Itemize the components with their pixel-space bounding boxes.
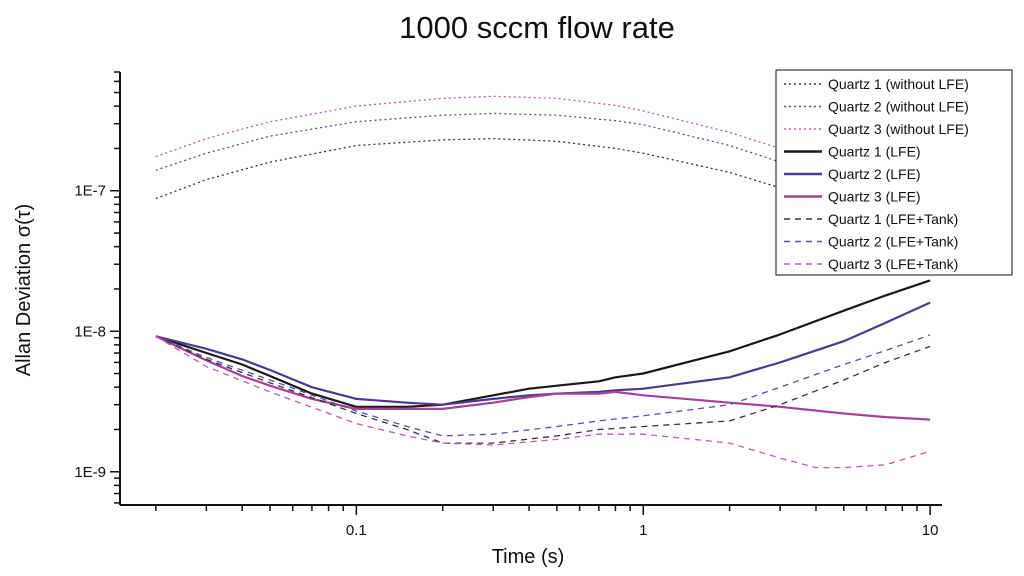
series-line-6: [155, 335, 931, 421]
legend-label-3: Quartz 3 (without LFE): [828, 121, 969, 137]
x-axis-title: Time (s): [492, 546, 565, 568]
legend-label-4: Quartz 1 (LFE): [828, 144, 921, 160]
series-line-4: [155, 279, 931, 408]
chart-title: 1000 sccm flow rate: [399, 10, 675, 45]
x-tick-label: 1: [639, 522, 647, 539]
y-tick-label: 1E-7: [74, 183, 106, 200]
legend-label-2: Quartz 2 (without LFE): [828, 99, 969, 115]
legend-label-7: Quartz 1 (LFE+Tank): [828, 211, 958, 227]
series-line-9: [155, 335, 931, 469]
legend-label-1: Quartz 1 (without LFE): [828, 76, 969, 92]
legend-label-5: Quartz 2 (LFE): [828, 166, 921, 182]
series-line-5: [155, 301, 931, 406]
legend-label-6: Quartz 3 (LFE): [828, 189, 921, 205]
series-line-8: [155, 334, 931, 437]
series-line-7: [155, 335, 931, 444]
y-tick-label: 1E-9: [74, 464, 106, 481]
x-tick-label: 10: [922, 522, 939, 539]
legend-label-8: Quartz 2 (LFE+Tank): [828, 234, 958, 250]
legend-box: [775, 69, 1013, 276]
y-axis-title: Allan Deviation σ(τ): [13, 204, 35, 377]
axes: 0.1 1 10 1E-9 1E-8 1E-7: [74, 71, 942, 539]
x-tick-label: 0.1: [346, 522, 367, 539]
legend-label-9: Quartz 3 (LFE+Tank): [828, 256, 958, 272]
legend: Quartz 1 (without LFE) Quartz 2 (without …: [775, 69, 1013, 276]
y-tick-label: 1E-8: [74, 323, 106, 340]
